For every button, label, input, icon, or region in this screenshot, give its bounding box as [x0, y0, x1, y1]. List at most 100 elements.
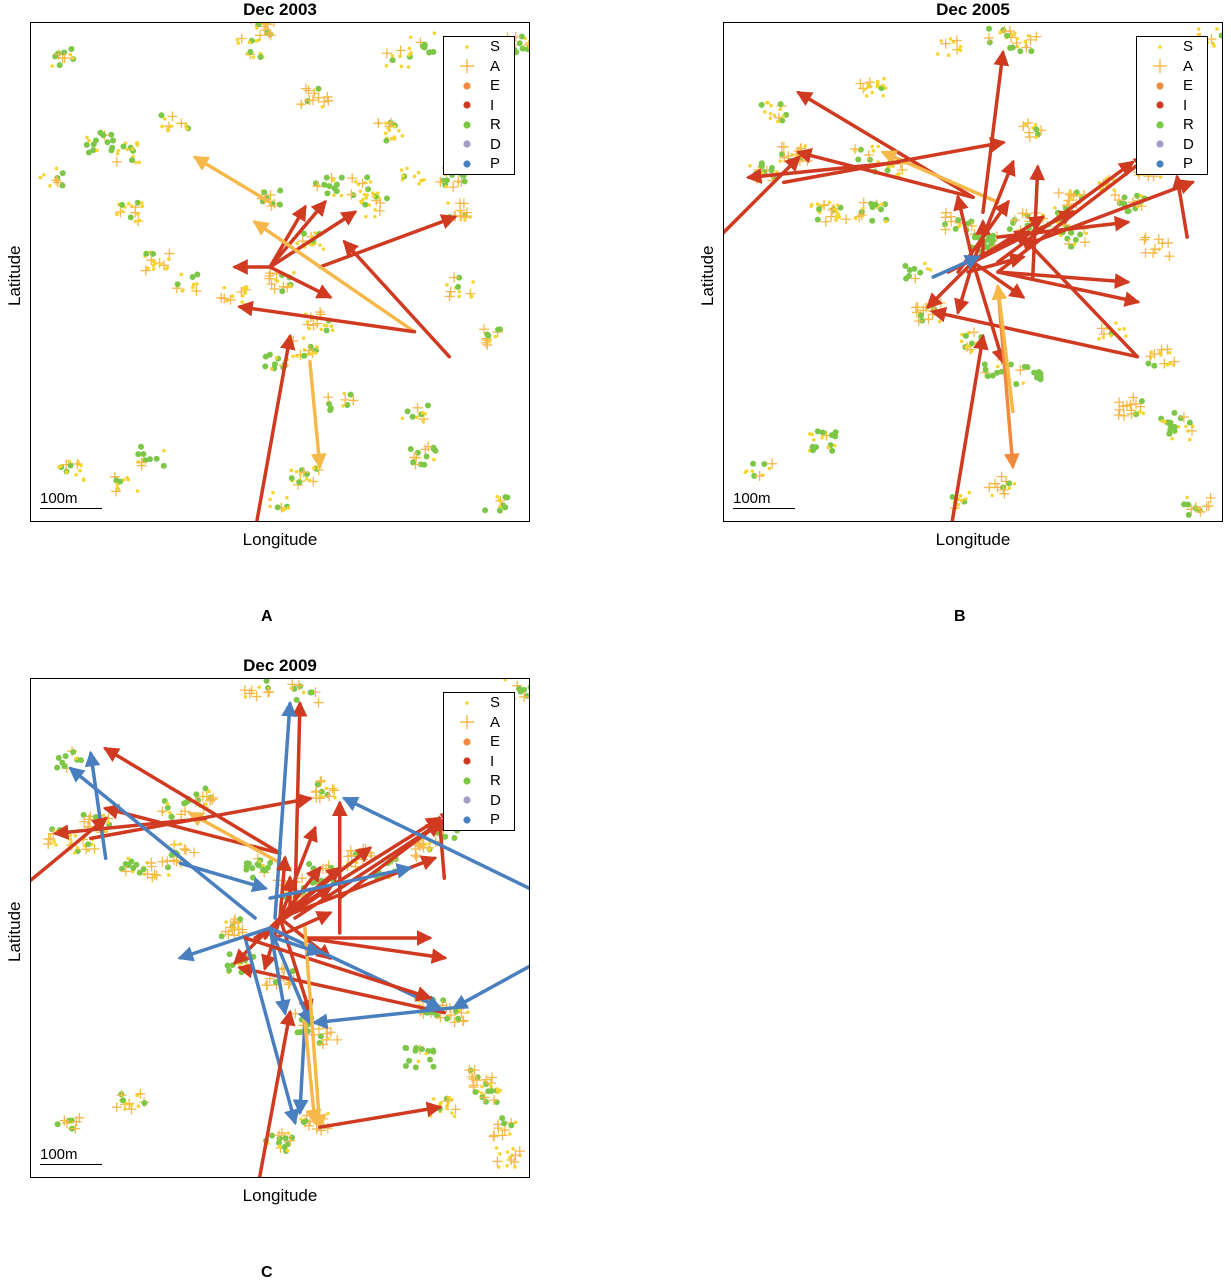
- point-marker: [882, 76, 886, 81]
- point-marker: [1004, 25, 1015, 36]
- point-marker: [224, 962, 231, 969]
- point-marker: [115, 486, 120, 490]
- point-marker: [317, 1033, 324, 1040]
- point-marker: [321, 181, 328, 188]
- point-marker: [853, 148, 857, 153]
- point-marker: [54, 843, 58, 847]
- point-marker: [1195, 506, 1206, 517]
- point-marker: [488, 1095, 499, 1106]
- point-marker: [958, 48, 963, 53]
- point-marker: [272, 979, 279, 986]
- point-marker: [326, 183, 333, 190]
- point-marker: [327, 405, 334, 412]
- legend-item: P: [1137, 154, 1207, 174]
- point-marker: [1169, 356, 1180, 367]
- point-marker: [146, 456, 153, 463]
- point-marker: [1072, 242, 1077, 246]
- point-marker: [958, 494, 963, 498]
- point-marker: [416, 170, 421, 175]
- point-marker: [240, 300, 244, 304]
- legend-marker: [1137, 155, 1183, 173]
- point-marker: [832, 433, 839, 440]
- point-marker: [285, 495, 289, 500]
- point-marker: [1037, 373, 1044, 380]
- point-marker: [54, 1121, 61, 1128]
- point-marker: [157, 806, 168, 817]
- transmission-arrow: [268, 926, 291, 1016]
- point-marker: [820, 435, 824, 440]
- point-marker: [135, 1088, 146, 1099]
- legend-label: I: [1183, 96, 1188, 114]
- point-marker: [881, 93, 886, 98]
- point-marker: [1006, 226, 1013, 233]
- point-marker: [67, 462, 74, 469]
- point-marker: [162, 856, 173, 867]
- point-marker: [295, 241, 300, 246]
- point-marker: [401, 174, 405, 178]
- point-marker: [332, 1034, 343, 1045]
- point-marker: [287, 679, 298, 690]
- legend-label: P: [490, 811, 501, 829]
- y-axis-label: Latitude: [5, 245, 24, 307]
- scale-line: [40, 1164, 102, 1165]
- transmission-arrow: [925, 260, 975, 310]
- point-marker: [986, 25, 993, 32]
- point-marker: [305, 320, 310, 324]
- point-marker: [339, 193, 344, 198]
- point-marker: [941, 221, 948, 228]
- point-marker: [445, 1106, 449, 1111]
- point-marker: [488, 1087, 495, 1094]
- point-marker: [430, 1047, 437, 1054]
- point-marker: [137, 160, 142, 165]
- point-marker: [993, 369, 1000, 376]
- point-marker: [315, 345, 319, 349]
- legend-item: I: [444, 96, 514, 116]
- point-marker: [68, 46, 75, 53]
- point-marker: [309, 352, 314, 356]
- legend-marker: [1137, 96, 1183, 114]
- point-marker: [519, 45, 526, 52]
- legend-label: R: [490, 772, 501, 790]
- point-marker: [967, 490, 972, 495]
- point-marker: [494, 1146, 499, 1150]
- point-marker: [513, 1120, 518, 1125]
- point-marker: [164, 804, 171, 811]
- point-marker: [134, 141, 139, 146]
- panel-letter: C: [261, 1264, 273, 1281]
- point-marker: [43, 838, 54, 849]
- point-marker: [488, 1082, 493, 1087]
- transmission-arrow: [31, 816, 109, 883]
- legend-label: S: [490, 38, 501, 56]
- point-marker: [77, 757, 84, 764]
- point-marker: [395, 45, 406, 56]
- point-marker: [410, 459, 417, 466]
- point-marker: [855, 78, 866, 89]
- point-marker: [935, 52, 940, 56]
- point-marker: [1018, 121, 1029, 132]
- point-marker: [411, 452, 422, 463]
- point-marker: [445, 286, 456, 297]
- point-marker: [983, 32, 994, 43]
- point-marker: [865, 85, 870, 89]
- point-marker: [72, 851, 77, 855]
- point-marker: [835, 203, 840, 208]
- point-marker: [292, 270, 296, 275]
- point-marker: [54, 166, 59, 171]
- point-marker: [146, 857, 157, 868]
- point-marker: [866, 156, 873, 163]
- point-marker: [1124, 334, 1128, 338]
- point-marker: [255, 862, 262, 869]
- point-marker: [251, 55, 256, 60]
- point-marker: [761, 461, 768, 468]
- point-marker: [1171, 409, 1178, 416]
- chart-title: Dec 2009: [243, 656, 317, 675]
- point-marker: [362, 192, 367, 197]
- point-marker: [1010, 33, 1014, 37]
- point-marker: [319, 327, 324, 332]
- point-marker: [768, 111, 773, 116]
- point-marker: [262, 363, 269, 370]
- point-marker: [230, 294, 235, 298]
- point-marker: [178, 842, 183, 846]
- point-marker: [427, 847, 431, 852]
